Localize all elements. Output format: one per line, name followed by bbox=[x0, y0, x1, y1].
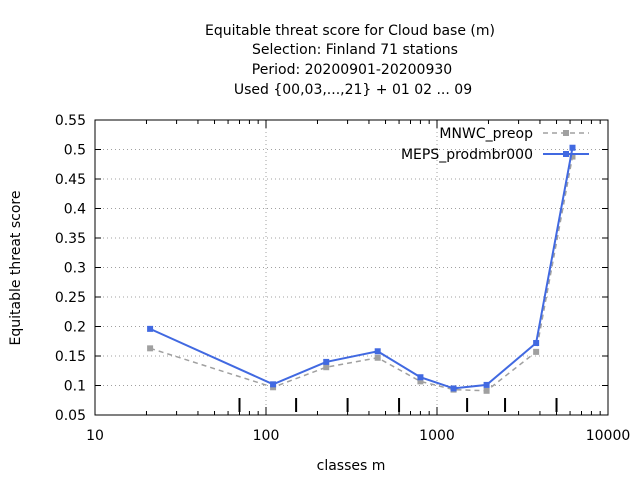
y-tick-label: 0.5 bbox=[64, 143, 86, 159]
legend-label: MNWC_preop bbox=[439, 126, 533, 142]
data-point bbox=[533, 340, 540, 347]
y-tick-label: 0.25 bbox=[55, 290, 86, 306]
legend-swatch-marker bbox=[563, 130, 569, 136]
data-point bbox=[569, 144, 576, 151]
y-tick-label: 0.35 bbox=[55, 231, 86, 247]
title-line-3: Period: 20200901-20200930 bbox=[252, 62, 452, 78]
data-point bbox=[374, 348, 381, 355]
data-point bbox=[533, 348, 540, 355]
data-point bbox=[270, 381, 277, 388]
data-point bbox=[374, 354, 381, 361]
y-axis-label: Equitable threat score bbox=[8, 191, 24, 346]
x-tick-label: 10 bbox=[86, 428, 104, 444]
data-point bbox=[417, 374, 424, 381]
legend-label: MEPS_prodmbr000 bbox=[401, 147, 533, 163]
chart-title: Equitable threat score for Cloud base (m… bbox=[205, 23, 495, 98]
class-threshold-marks bbox=[238, 398, 558, 412]
data-point bbox=[323, 358, 330, 365]
series-line bbox=[149, 147, 574, 390]
y-tick-label: 0.15 bbox=[55, 349, 86, 365]
series-line bbox=[149, 156, 574, 392]
x-axis-ticks: 10 100 1000 10000 bbox=[86, 120, 630, 444]
data-point bbox=[483, 387, 490, 394]
data-point bbox=[417, 378, 424, 385]
data-point bbox=[323, 364, 330, 371]
y-tick-label: 0.1 bbox=[64, 379, 86, 395]
title-line-1: Equitable threat score for Cloud base (m… bbox=[205, 23, 495, 39]
series-MNWC_preop bbox=[147, 153, 576, 394]
data-point bbox=[147, 325, 154, 332]
x-tick-label: 100 bbox=[253, 428, 280, 444]
y-tick-label: 0.3 bbox=[64, 261, 86, 277]
y-tick-label: 0.45 bbox=[55, 172, 86, 188]
y-axis-ticks: 0.05 0.1 0.15 0.2 0.25 0.3 0.35 0.4 0.45 0.5 0.55 bbox=[55, 113, 608, 424]
title-line-4: Used {00,03,...,21} + 01 02 ... 09 bbox=[234, 82, 472, 98]
x-axis-label: classes m bbox=[317, 458, 386, 474]
y-tick-label: 0.55 bbox=[55, 113, 86, 129]
title-line-2: Selection: Finland 71 stations bbox=[252, 42, 458, 58]
data-point bbox=[147, 345, 154, 352]
y-tick-label: 0.05 bbox=[55, 408, 86, 424]
legend-swatch-marker bbox=[563, 151, 569, 157]
grid bbox=[95, 120, 608, 415]
x-tick-label: 1000 bbox=[419, 428, 455, 444]
data-point bbox=[450, 385, 457, 392]
legend: MNWC_preop MEPS_prodmbr000 bbox=[401, 126, 589, 163]
y-tick-label: 0.4 bbox=[64, 202, 86, 218]
series-MEPS_prodmbr000 bbox=[147, 144, 576, 392]
data-point bbox=[569, 153, 576, 160]
y-tick-label: 0.2 bbox=[64, 320, 86, 336]
data-point bbox=[483, 381, 490, 388]
series-layer bbox=[147, 144, 576, 394]
x-tick-label: 10000 bbox=[586, 428, 631, 444]
